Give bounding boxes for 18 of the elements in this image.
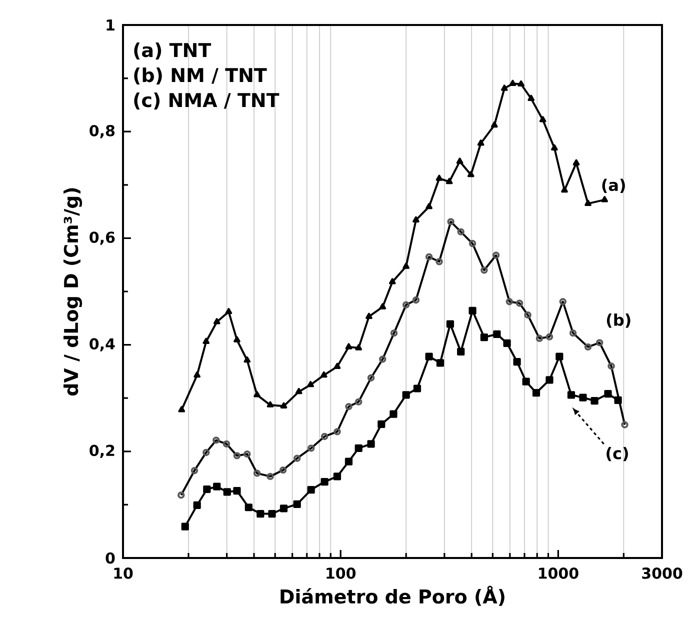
annotation: (a) <box>602 178 625 193</box>
x-axis-title: Diámetro de Poro (Å) <box>280 586 504 606</box>
y-tick-label: 0,6 <box>90 232 115 245</box>
y-tick-label: 0,8 <box>90 124 115 138</box>
x-tick-label: 3000 <box>642 568 682 579</box>
x-tick-label: 1000 <box>539 568 578 579</box>
y-tick-label: 1 <box>106 20 114 30</box>
annotation: (a) TNT <box>134 42 212 60</box>
annotation: (b) <box>606 314 630 328</box>
y-tick-label: 0,4 <box>90 338 115 352</box>
annotation: (c) NMA / TNT <box>134 92 280 110</box>
y-tick-label: 0,2 <box>90 444 114 458</box>
x-tick-label: 10 <box>114 568 133 579</box>
annotation: (c) <box>606 446 628 462</box>
y-tick-label: 0 <box>106 552 115 564</box>
y-axis-title: dV / dLog D (Cm³/g) <box>64 188 82 396</box>
x-tick-label: 100 <box>326 568 356 579</box>
annotation: (b) NM / TNT <box>134 68 267 84</box>
